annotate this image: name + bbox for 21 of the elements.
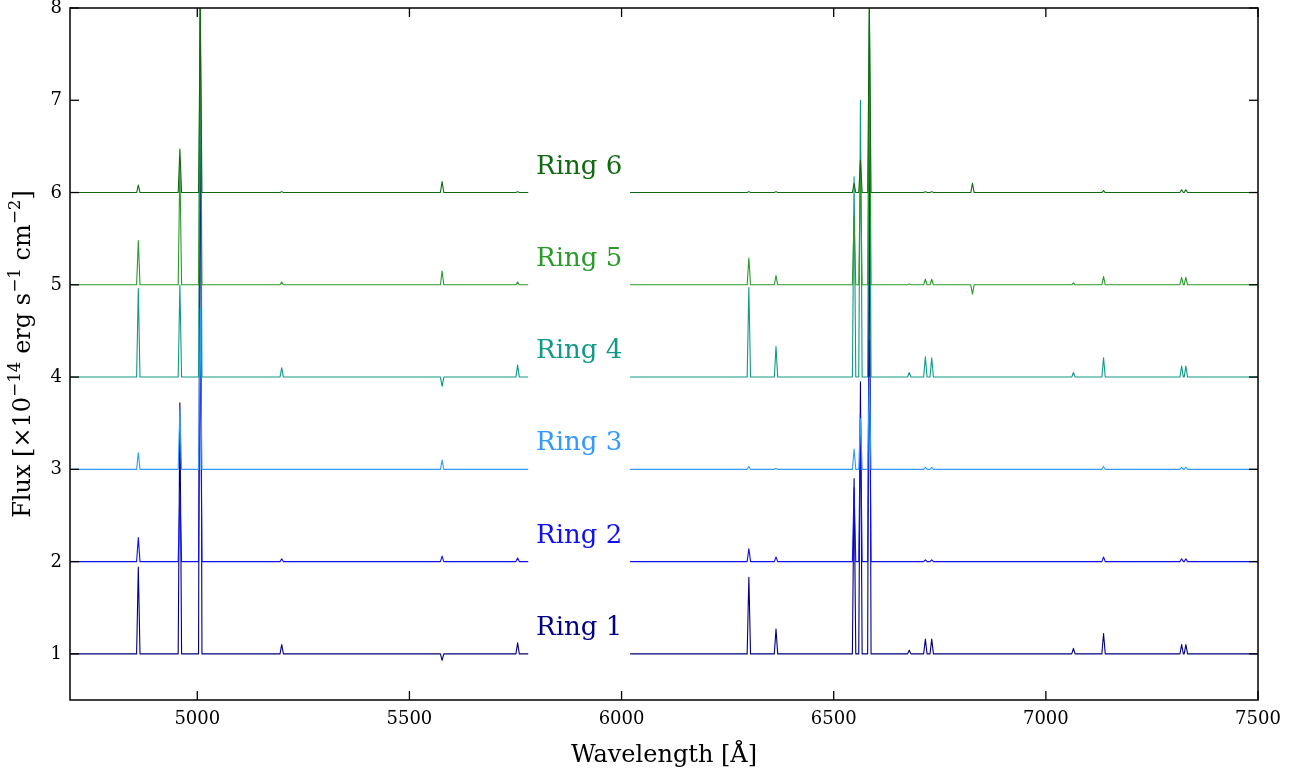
x-tick-label: 7500: [1235, 707, 1281, 728]
series-label: Ring 1: [536, 610, 623, 641]
y-tick-label: 1: [50, 641, 62, 663]
x-axis-title: Wavelength [Å]: [570, 739, 758, 768]
y-tick-label: 5: [50, 272, 62, 294]
y-tick-label: 7: [50, 88, 62, 110]
y-tick-label: 8: [50, 0, 62, 17]
series-label: Ring 2: [536, 518, 623, 549]
x-tick-label: 5000: [174, 707, 221, 728]
series-label: Ring 6: [536, 149, 623, 180]
y-tick-label: 3: [50, 457, 62, 479]
series-label: Ring 4: [536, 334, 623, 365]
series-label: Ring 3: [536, 426, 623, 457]
y-tick-label: 2: [50, 549, 62, 571]
series-label: Ring 5: [536, 241, 623, 272]
x-tick-label: 5500: [386, 707, 433, 728]
x-tick-label: 6000: [598, 707, 645, 728]
x-tick-label: 7000: [1022, 707, 1069, 728]
x-tick-label: 6500: [810, 707, 857, 728]
y-tick-label: 6: [50, 180, 62, 202]
y-tick-label: 4: [50, 365, 62, 387]
